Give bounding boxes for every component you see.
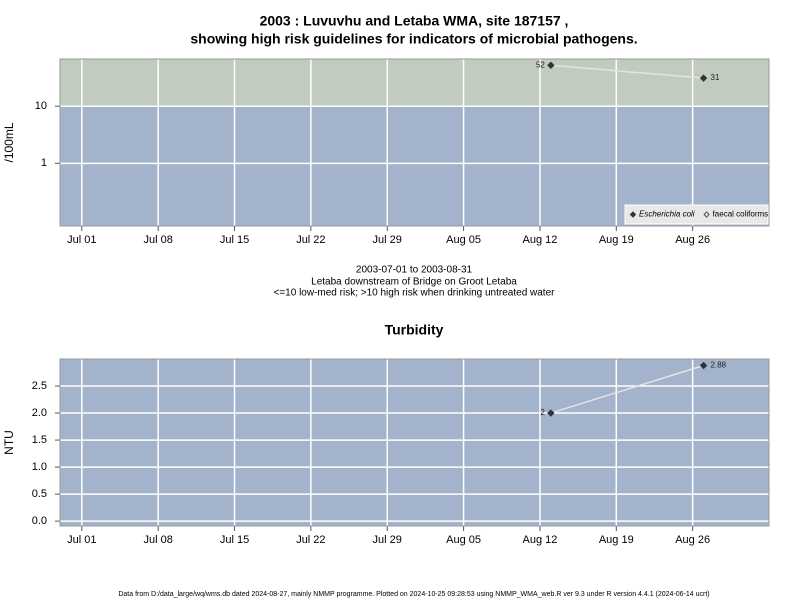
x-tick-label: Aug 05: [446, 534, 481, 546]
value-label: 31: [711, 73, 720, 82]
plot-border: [59, 358, 770, 527]
y-tick-label: 1: [41, 157, 47, 169]
x-tick-label: Aug 05: [446, 234, 481, 246]
caption: 2003-07-01 to 2003-08-31: [356, 265, 473, 276]
data-point: [699, 74, 708, 82]
x-tick-label: Aug 12: [523, 534, 558, 546]
x-tick-label: Jul 08: [143, 234, 172, 246]
y-axis-label: /100mL: [2, 122, 16, 162]
series-line: [550, 364, 704, 414]
x-tick-label: Jul 22: [296, 534, 325, 546]
plot-border: [59, 58, 770, 227]
x-tick-label: Jul 29: [373, 534, 402, 546]
data-point: [547, 409, 555, 417]
x-tick-label: Aug 12: [523, 234, 558, 246]
legend-label: faecal coliforms: [713, 210, 769, 219]
legend: Escherichia coli faecal coliforms: [624, 204, 769, 225]
y-tick-label: 2.5: [32, 380, 47, 392]
x-tick-label: Jul 29: [373, 234, 402, 246]
x-tick-label: Jul 15: [220, 534, 249, 546]
chart-title: showing high risk guidelines for indicat…: [190, 31, 637, 47]
y-tick-label: 0.5: [32, 488, 47, 500]
legend-label: Escherichia coli: [639, 210, 695, 219]
x-tick-label: Aug 26: [675, 534, 710, 546]
legend-marker: [629, 211, 637, 218]
footer: Data from D:/data_large/wq/wms.db dated …: [118, 591, 709, 598]
y-tick-label: 10: [35, 100, 47, 112]
data-point: [547, 61, 555, 69]
high-risk-band: [60, 59, 769, 107]
x-tick-label: Jul 15: [220, 234, 249, 246]
value-label: 2.88: [711, 361, 727, 370]
value-label: 2: [540, 408, 545, 417]
value-label: 52: [536, 60, 545, 69]
chart-title: 2003 : Luvuvhu and Letaba WMA, site 1871…: [260, 13, 569, 29]
caption: <=10 low-med risk; >10 high risk when dr…: [274, 288, 556, 299]
y-tick-label: 1.0: [32, 461, 47, 473]
data-point: [699, 361, 708, 370]
x-tick-label: Jul 01: [67, 234, 96, 246]
x-tick-label: Aug 26: [675, 234, 710, 246]
x-tick-label: Aug 19: [599, 234, 634, 246]
x-tick-label: Jul 01: [67, 534, 96, 546]
y-tick-label: 0.0: [32, 515, 47, 527]
y-tick-label: 1.5: [32, 434, 47, 446]
plot-background: [60, 359, 769, 526]
x-tick-label: Jul 22: [296, 234, 325, 246]
legend-box: [624, 204, 769, 225]
y-tick-label: 2.0: [32, 407, 47, 419]
x-tick-label: Jul 08: [143, 534, 172, 546]
x-tick-label: Aug 19: [599, 534, 634, 546]
series-line: [550, 64, 704, 79]
caption: Letaba downstream of Bridge on Groot Let…: [311, 277, 517, 288]
chart-title: Turbidity: [385, 322, 444, 338]
legend-marker: [703, 211, 710, 218]
y-axis-label: NTU: [2, 430, 16, 455]
